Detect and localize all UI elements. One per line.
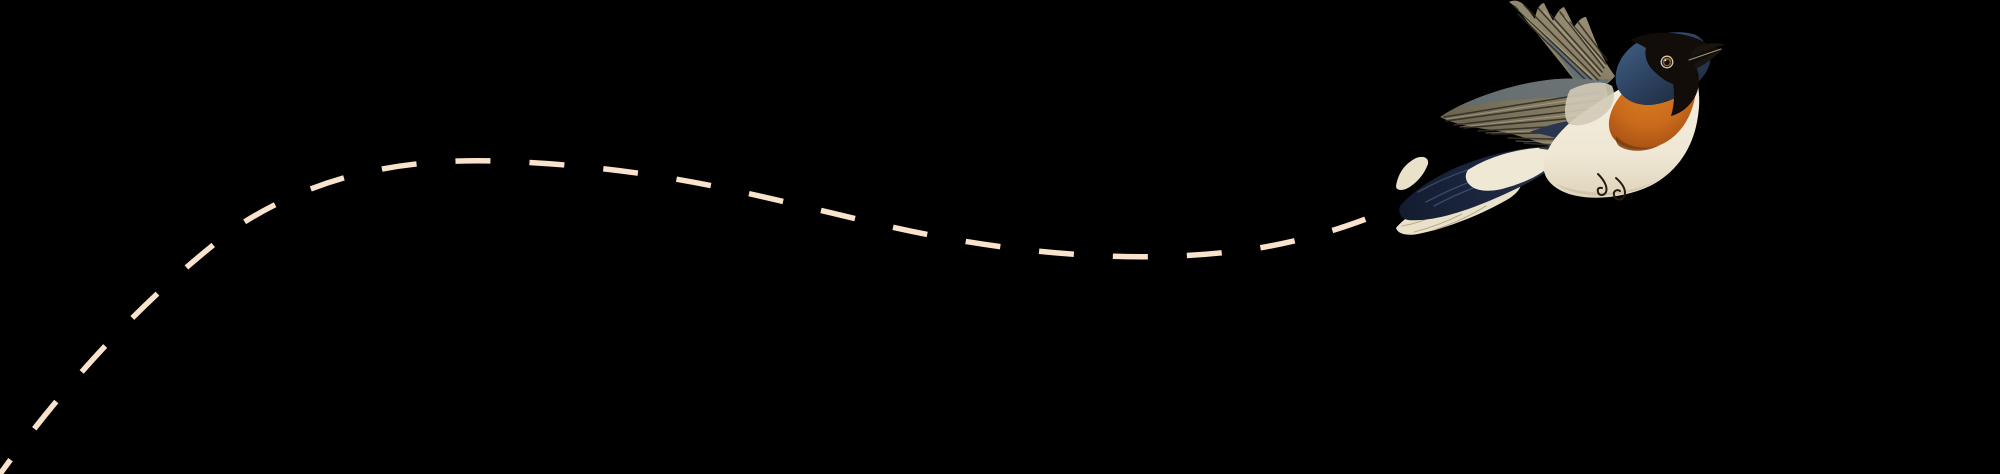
bird-head [1615,32,1725,116]
flight-path-dashed-line [0,158,1375,474]
swallow-bird-illustration [1396,0,1725,235]
bird-eye [1659,54,1675,70]
bird-feet [1596,173,1626,201]
upper-wing-light-streaks [1518,9,1606,83]
bird-tail-covert-wedge [1465,147,1555,191]
bird-shoulder-patch [1564,82,1614,126]
bird-upper-wing [1509,0,1615,93]
bird-face-mask [1630,32,1722,116]
bird-beak [1688,43,1725,68]
bird-belly-shading [1556,181,1656,196]
upper-wing-feather-streaks [1513,4,1608,88]
